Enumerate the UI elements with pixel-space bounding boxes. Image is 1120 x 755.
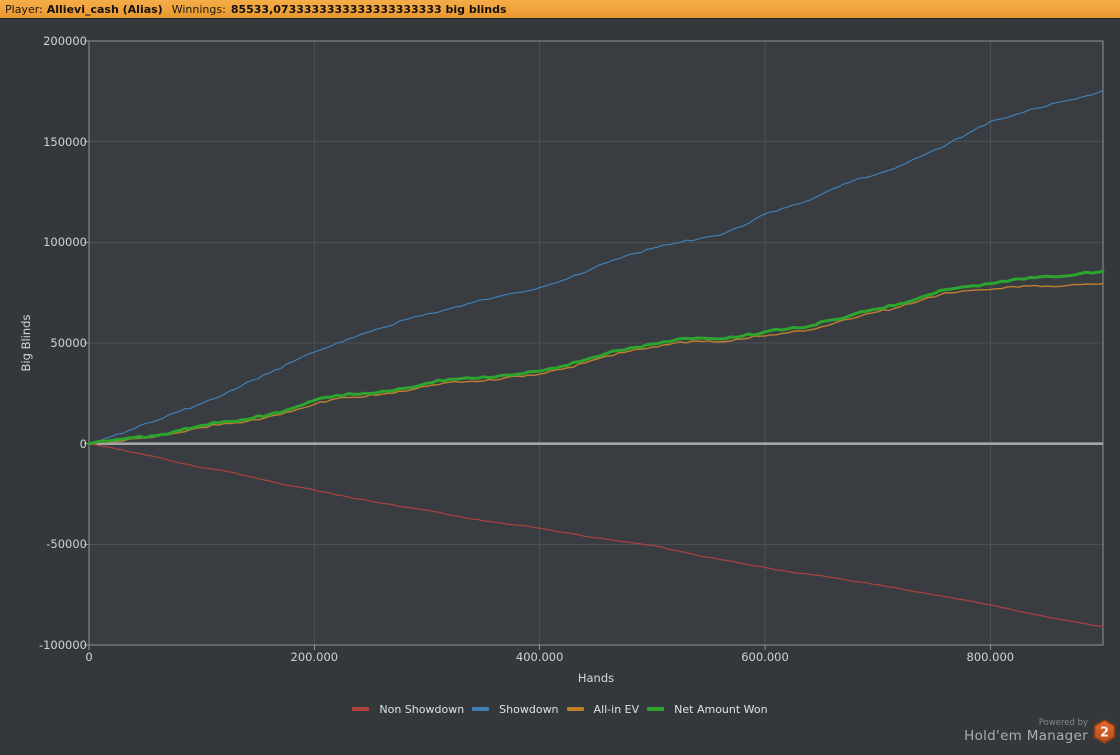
legend-item-showdown: Showdown bbox=[472, 702, 559, 716]
legend-label: Showdown bbox=[499, 702, 559, 716]
legend-item-non-showdown: Non Showdown bbox=[352, 703, 464, 716]
legend-item-net-amount-won: Net Amount Won bbox=[647, 702, 768, 716]
legend-swatch-icon bbox=[352, 707, 370, 711]
x-tick-label: 0 bbox=[85, 650, 93, 664]
y-tick-label: -50000 bbox=[46, 537, 87, 552]
y-tick-label: 150000 bbox=[43, 134, 87, 149]
series-line-showdown bbox=[88, 89, 1104, 445]
player-label: Player: bbox=[5, 2, 43, 16]
x-tick-label: 200.000 bbox=[290, 650, 339, 664]
winnings-value: 85533,0733333333333333333333 big blinds bbox=[230, 2, 507, 16]
y-tick-label: 0 bbox=[79, 436, 87, 451]
status-bar: Player: Allievi_cash (Alias) Winnings: 8… bbox=[0, 0, 1120, 19]
winnings-label: Winnings: bbox=[171, 2, 226, 16]
x-axis-title: Hands bbox=[577, 671, 615, 685]
legend-label: Non Showdown bbox=[379, 702, 465, 716]
legend-swatch-icon bbox=[647, 707, 665, 711]
y-tick-label: -100000 bbox=[38, 638, 87, 652]
powered-by-branding: Powered by Hold'em Manager 2 bbox=[964, 718, 1116, 744]
series-line-non-showdown bbox=[88, 443, 1104, 628]
series-line-net-amount-won bbox=[87, 270, 1105, 446]
y-tick-label: 100000 bbox=[43, 235, 87, 250]
svg-text:2: 2 bbox=[1100, 725, 1109, 740]
legend-swatch-icon bbox=[472, 707, 490, 711]
y-axis-title: Big Blinds bbox=[19, 314, 33, 372]
legend-swatch-icon bbox=[566, 707, 584, 711]
y-tick-label: 200000 bbox=[43, 34, 87, 48]
legend-label: All-in EV bbox=[593, 702, 640, 716]
y-tick-label: 50000 bbox=[50, 336, 87, 350]
app-name-label: Hold'em Manager bbox=[964, 728, 1088, 744]
legend-item-all-in-ev: All-in EV bbox=[566, 702, 640, 716]
player-name: Allievi_cash (Alias) bbox=[46, 2, 163, 16]
holdem-manager-2-logo-icon: 2 bbox=[1093, 718, 1116, 744]
x-tick-label: 600.000 bbox=[741, 650, 789, 664]
x-tick-label: 800.000 bbox=[966, 650, 1015, 664]
chart-legend: Non Showdown Showdown All-in EV Net Amount … bbox=[0, 701, 1120, 717]
powered-by-label: Powered by bbox=[1038, 718, 1088, 728]
series-line-all-in-ev bbox=[88, 282, 1104, 445]
x-tick-label: 400.000 bbox=[515, 650, 564, 664]
legend-label: Net Amount Won bbox=[674, 702, 768, 716]
